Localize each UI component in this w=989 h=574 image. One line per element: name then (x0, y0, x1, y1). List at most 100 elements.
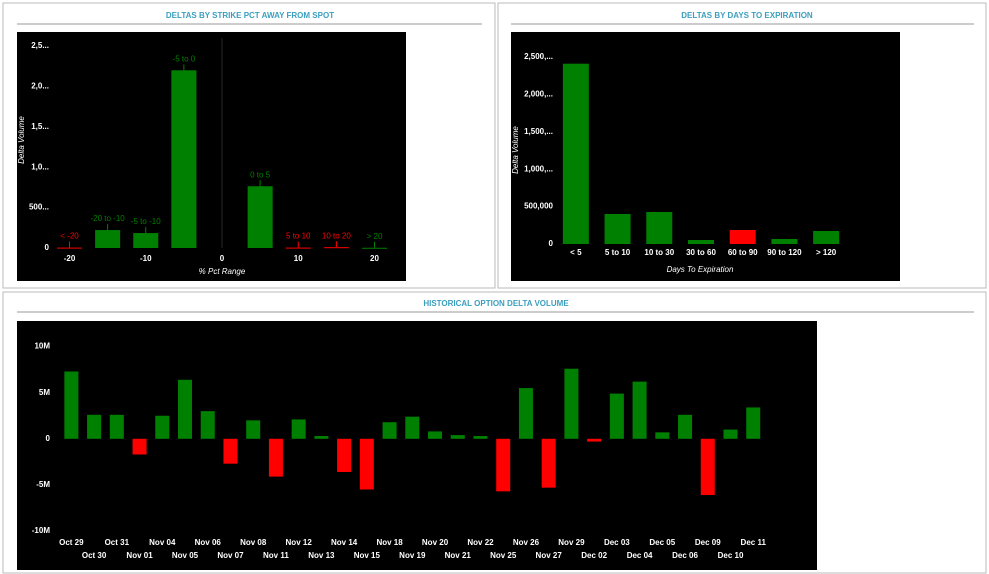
x-tick-label: Dec 11 (741, 538, 767, 547)
x-tick-label: Dec 06 (672, 551, 698, 560)
x-tick-label: Nov 29 (558, 538, 585, 547)
plot-background (17, 32, 406, 281)
x-tick-label: 60 to 90 (728, 248, 758, 257)
y-tick-label: 5M (39, 388, 50, 397)
bar (428, 431, 443, 439)
y-tick-label: 1,500,... (524, 127, 553, 136)
x-tick-label: 90 to 120 (767, 248, 802, 257)
bar (813, 230, 840, 244)
x-tick-label: Dec 05 (649, 538, 675, 547)
bar (518, 388, 533, 439)
bar (609, 393, 624, 439)
x-tick-label: Dec 04 (627, 551, 653, 560)
x-tick-label: Nov 21 (445, 551, 472, 560)
bar (247, 186, 273, 248)
y-tick-label: -10M (32, 526, 51, 535)
bar (223, 438, 238, 464)
x-tick-label: Nov 19 (399, 551, 426, 560)
bar-label: 5 to 10 (286, 232, 311, 241)
bar (632, 381, 647, 439)
bar (729, 230, 756, 244)
x-tick-label: Dec 03 (604, 538, 630, 547)
bar (382, 422, 397, 439)
x-tick-label: Oct 29 (59, 538, 84, 547)
x-tick-label: 10 to 30 (644, 248, 674, 257)
y-axis-title: Delta Volume (511, 126, 520, 174)
x-tick-label: Oct 31 (105, 538, 130, 547)
bar (564, 368, 579, 439)
bar (95, 230, 121, 248)
bar (541, 438, 556, 488)
x-tick-label: 20 (370, 254, 379, 263)
bar (450, 435, 465, 439)
x-tick-label: Nov 12 (286, 538, 313, 547)
bar (268, 438, 283, 477)
bar (688, 240, 714, 244)
bar (562, 63, 589, 245)
y-tick-label: 1,000,... (524, 164, 553, 173)
y-tick-label: 10M (34, 342, 50, 351)
bar (109, 414, 124, 439)
x-tick-label: 0 (220, 254, 225, 263)
y-tick-label: 0 (45, 243, 50, 252)
x-tick-label: Nov 11 (263, 551, 289, 560)
x-tick-label: Nov 25 (490, 551, 517, 560)
bar (291, 419, 306, 439)
bar (771, 238, 798, 244)
bar-label: > 20 (367, 232, 383, 241)
x-tick-label: Dec 10 (718, 551, 744, 560)
bar-label: -20 to -10 (91, 214, 126, 223)
bar (723, 429, 738, 439)
bar (132, 438, 147, 455)
x-tick-label: -10 (140, 254, 152, 263)
bar-label: -5 to 0 (173, 54, 196, 63)
bar (337, 438, 352, 472)
bar (405, 416, 420, 439)
y-axis-title: Delta Volume (17, 116, 26, 164)
y-tick-label: 2,5... (31, 41, 49, 50)
bar (746, 407, 761, 439)
bar (64, 371, 79, 439)
bar (700, 438, 715, 496)
x-tick-label: Dec 02 (581, 551, 607, 560)
x-tick-label: Nov 14 (331, 538, 358, 547)
x-tick-label: Nov 20 (422, 538, 449, 547)
bar (587, 438, 602, 442)
x-tick-label: > 120 (816, 248, 837, 257)
x-tick-label: Nov 06 (195, 538, 222, 547)
x-tick-label: Nov 05 (172, 551, 199, 560)
bar-label: 10 to 20 (322, 231, 351, 240)
bar (678, 414, 693, 439)
bar (314, 436, 329, 439)
bar (133, 233, 159, 248)
y-tick-label: 1,5... (31, 122, 49, 131)
panel-title: HISTORICAL OPTION DELTA VOLUME (423, 299, 569, 308)
x-tick-label: 5 to 10 (605, 248, 631, 257)
y-tick-label: 1,0... (31, 162, 49, 171)
bar (87, 414, 102, 439)
y-tick-label: 0 (549, 239, 554, 248)
bar (155, 415, 170, 439)
x-tick-label: 30 to 60 (686, 248, 716, 257)
x-tick-label: Nov 15 (354, 551, 381, 560)
bar (178, 379, 193, 439)
bar-label: < -20 (60, 232, 79, 241)
y-tick-label: 2,500,... (524, 52, 553, 61)
bar (646, 211, 673, 244)
bar (246, 420, 261, 439)
y-tick-label: 500,000 (524, 202, 553, 211)
panel-title: DELTAS BY STRIKE PCT AWAY FROM SPOT (166, 11, 334, 20)
bar (604, 213, 631, 244)
x-tick-label: -20 (64, 254, 76, 263)
x-tick-label: Dec 09 (695, 538, 721, 547)
plot-background (17, 321, 817, 570)
bar (496, 438, 511, 492)
x-tick-label: Oct 30 (82, 551, 107, 560)
x-tick-label: Nov 01 (126, 551, 153, 560)
x-tick-label: Nov 07 (217, 551, 244, 560)
bar (171, 70, 197, 248)
x-tick-label: < 5 (570, 248, 582, 257)
bar-label: -5 to -10 (131, 217, 161, 226)
x-axis-title: % Pct Range (199, 267, 246, 276)
